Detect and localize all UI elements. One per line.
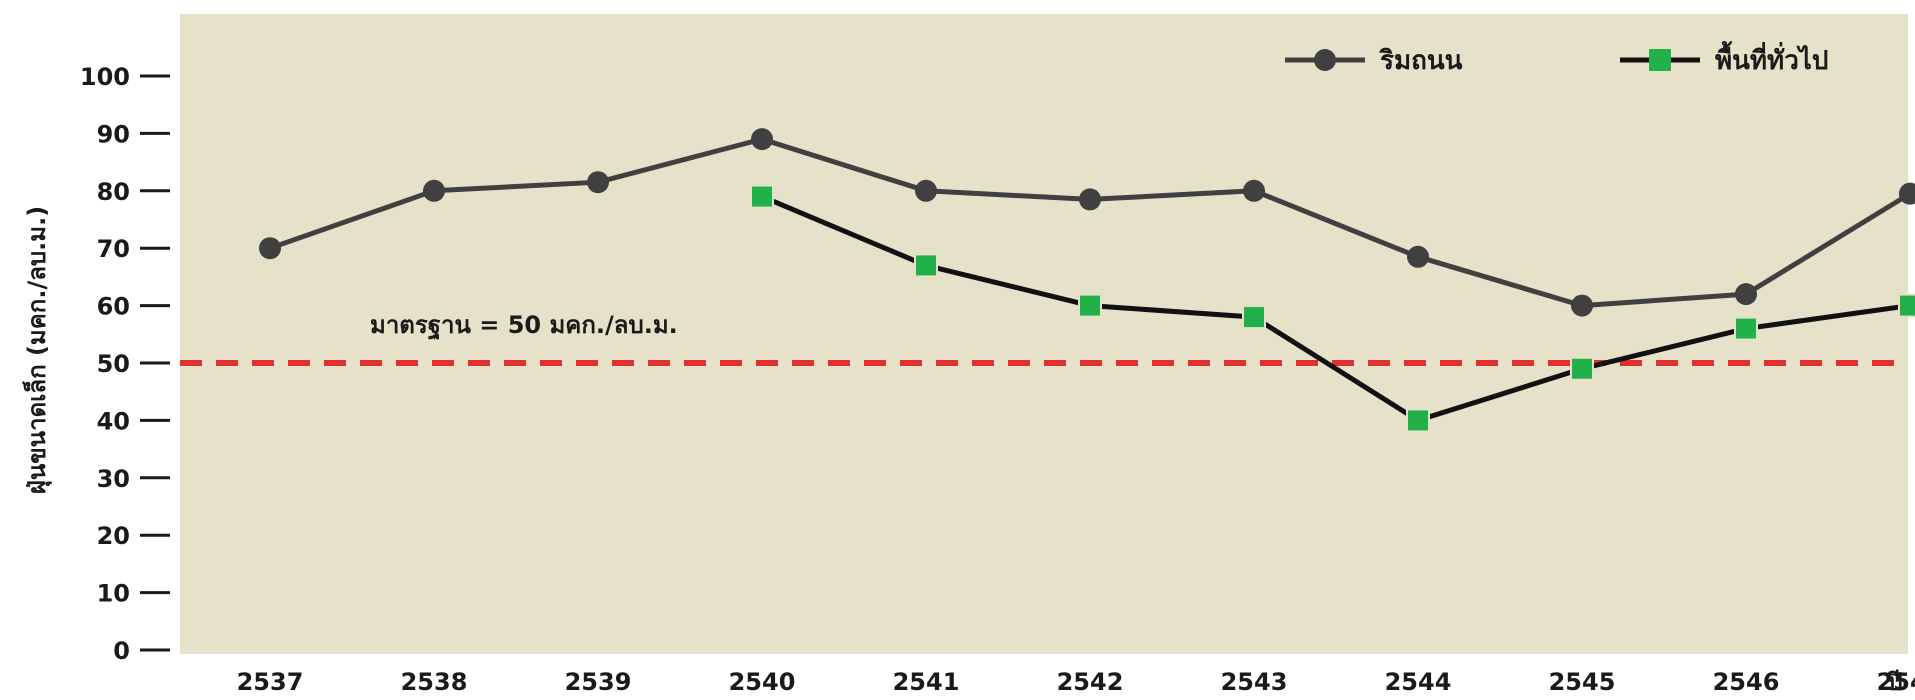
legend-marker-2 — [1649, 49, 1671, 71]
series-2-line — [761, 194, 1911, 423]
x-axis-label: ปี — [1886, 668, 1902, 696]
series-2-point-2547 — [1898, 293, 1915, 318]
series-1 — [259, 128, 1915, 317]
x-tick-label-2538: 2538 — [401, 668, 468, 696]
series-group — [259, 128, 1915, 433]
series-1-point-2538 — [423, 179, 445, 202]
series-2-point-2541 — [914, 253, 938, 278]
series-1-point-2547 — [1899, 182, 1915, 205]
series-1-point-2545 — [1571, 294, 1593, 317]
series-2-point-2542 — [1078, 293, 1102, 318]
series-1-point-2543 — [1243, 179, 1265, 202]
series-2 — [750, 184, 1915, 433]
y-axis: 0 10 20 30 40 50 60 70 80 90 100 — [80, 63, 170, 665]
y-tick-label-90: 90 — [97, 120, 130, 148]
series-1-point-2542 — [1079, 188, 1101, 211]
x-tick-label-2541: 2541 — [893, 668, 960, 696]
x-tick-label-2540: 2540 — [729, 668, 796, 696]
series-1-point-2544 — [1407, 245, 1429, 268]
legend-label-2: พื้นที่ทั่วไป — [1715, 40, 1828, 76]
series-2-point-2543 — [1242, 305, 1266, 330]
y-tick-label-80: 80 — [97, 178, 130, 206]
legend-item-1: ริมถนน — [1285, 46, 1463, 76]
legend-label-1: ริมถนน — [1379, 46, 1463, 76]
x-tick-label-2543: 2543 — [1221, 668, 1288, 696]
series-1-point-2546 — [1735, 283, 1757, 306]
x-axis: 2537 2538 2539 2540 2541 2542 2543 2544 2545 2546… — [237, 668, 1915, 696]
y-tick-label-50: 50 — [97, 350, 130, 378]
legend-marker-1 — [1314, 49, 1336, 71]
series-2-point-2546 — [1734, 316, 1758, 341]
plot-background — [180, 14, 1908, 654]
y-tick-label-100: 100 — [80, 63, 130, 91]
series-2-point-2545 — [1570, 356, 1594, 381]
x-tick-label-2537: 2537 — [237, 668, 304, 696]
series-1-point-2539 — [587, 171, 609, 194]
x-tick-label-2547: 2547 — [1877, 668, 1915, 696]
legend-item-2: พื้นที่ทั่วไป — [1620, 40, 1828, 76]
y-tick-label-0: 0 — [113, 637, 130, 665]
legend: ริมถนน พื้นที่ทั่วไป — [1285, 40, 1828, 76]
y-tick-label-30: 30 — [97, 465, 130, 493]
x-tick-label-2545: 2545 — [1549, 668, 1616, 696]
x-tick-label-2539: 2539 — [565, 668, 632, 696]
series-1-point-2537 — [259, 237, 281, 260]
series-1-point-2540 — [751, 128, 773, 151]
y-tick-label-10: 10 — [97, 580, 130, 608]
series-2-point-2540 — [750, 184, 774, 209]
x-tick-label-2544: 2544 — [1385, 668, 1452, 696]
y-tick-label-70: 70 — [97, 235, 130, 263]
y-tick-label-60: 60 — [97, 293, 130, 321]
reference-line-label: มาตรฐาน = 50 มคก./ลบ.ม. — [370, 311, 678, 341]
y-tick-label-20: 20 — [97, 522, 130, 550]
y-axis-label: ฝุ่นขนาดเล็ก (มคก./ลบ.ม.) — [22, 206, 53, 494]
series-2-point-2544 — [1406, 408, 1430, 433]
x-tick-label-2546: 2546 — [1713, 668, 1780, 696]
series-1-point-2541 — [915, 179, 937, 202]
x-tick-label-2542: 2542 — [1057, 668, 1124, 696]
y-tick-label-40: 40 — [97, 407, 130, 435]
